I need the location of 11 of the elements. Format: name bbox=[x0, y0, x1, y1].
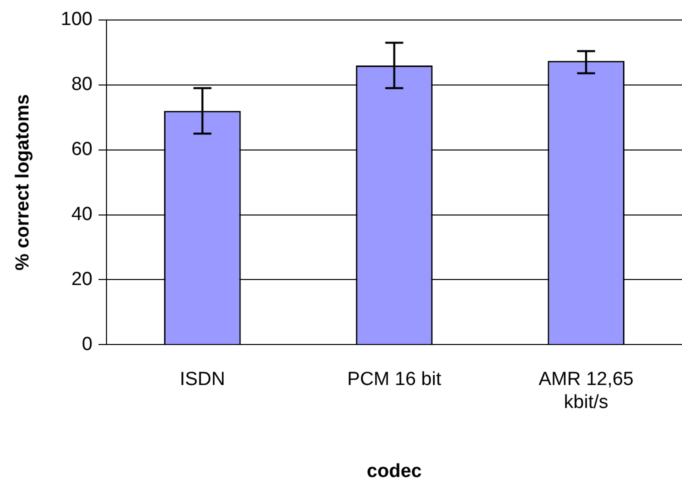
y-tick-label: 0 bbox=[82, 334, 92, 355]
x-axis-title: codec bbox=[366, 460, 422, 482]
y-tick-label: 80 bbox=[71, 74, 92, 96]
x-tick-label: AMR 12,65 kbit/s bbox=[538, 369, 634, 414]
x-tick-label: PCM 16 bit bbox=[347, 369, 442, 390]
y-tick-label: 60 bbox=[71, 139, 92, 160]
y-tick-label: 100 bbox=[60, 9, 92, 30]
y-tick-label: 20 bbox=[71, 268, 92, 290]
y-axis-title: % correct logatoms bbox=[12, 94, 34, 270]
y-tick-label: 40 bbox=[71, 204, 92, 225]
x-tick-label: ISDN bbox=[180, 369, 226, 390]
